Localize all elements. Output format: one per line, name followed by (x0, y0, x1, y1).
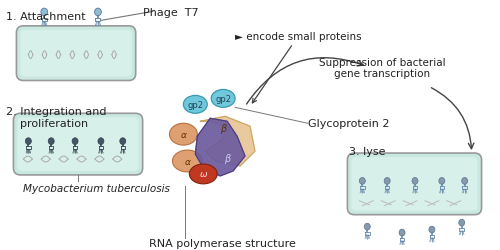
Ellipse shape (172, 150, 203, 172)
Text: β: β (220, 124, 226, 134)
Text: RNA polymerase structure: RNA polymerase structure (148, 238, 296, 248)
FancyBboxPatch shape (20, 31, 132, 77)
Text: 3. lyse: 3. lyse (350, 146, 386, 156)
Ellipse shape (458, 220, 464, 226)
Ellipse shape (190, 164, 217, 184)
Text: α: α (184, 157, 190, 166)
Ellipse shape (364, 223, 370, 230)
Text: ω: ω (200, 170, 207, 179)
Text: Mycobacterium tuberculosis: Mycobacterium tuberculosis (24, 183, 171, 193)
Text: α: α (180, 130, 186, 139)
Ellipse shape (412, 178, 418, 184)
Ellipse shape (98, 138, 104, 145)
Ellipse shape (399, 229, 405, 236)
Polygon shape (200, 117, 255, 166)
Ellipse shape (94, 9, 102, 17)
Ellipse shape (72, 138, 78, 145)
FancyBboxPatch shape (16, 27, 136, 81)
Text: β: β (224, 154, 230, 163)
FancyBboxPatch shape (18, 118, 138, 171)
Ellipse shape (429, 226, 435, 233)
Ellipse shape (41, 9, 48, 17)
Ellipse shape (462, 178, 468, 184)
Text: 2. Integration and
    proliferation: 2. Integration and proliferation (6, 107, 107, 128)
Ellipse shape (439, 178, 445, 184)
Text: gp2: gp2 (188, 100, 204, 110)
Text: Suppression of bacterial
gene transcription: Suppression of bacterial gene transcript… (319, 58, 446, 79)
Ellipse shape (48, 138, 54, 145)
Text: ► encode small proteins: ► encode small proteins (235, 32, 362, 104)
FancyBboxPatch shape (352, 158, 478, 211)
Text: gp2: gp2 (215, 94, 231, 104)
Ellipse shape (120, 138, 126, 145)
Ellipse shape (170, 124, 198, 146)
Ellipse shape (360, 178, 366, 184)
FancyBboxPatch shape (348, 154, 482, 215)
Ellipse shape (26, 138, 32, 145)
Text: Glycoprotein 2: Glycoprotein 2 (308, 119, 389, 129)
Text: 1. Attachment: 1. Attachment (6, 12, 86, 22)
Ellipse shape (211, 90, 235, 108)
Text: Phage  T7: Phage T7 (142, 8, 199, 18)
Ellipse shape (184, 96, 208, 114)
Ellipse shape (384, 178, 390, 184)
FancyBboxPatch shape (14, 114, 142, 175)
Polygon shape (196, 119, 245, 176)
